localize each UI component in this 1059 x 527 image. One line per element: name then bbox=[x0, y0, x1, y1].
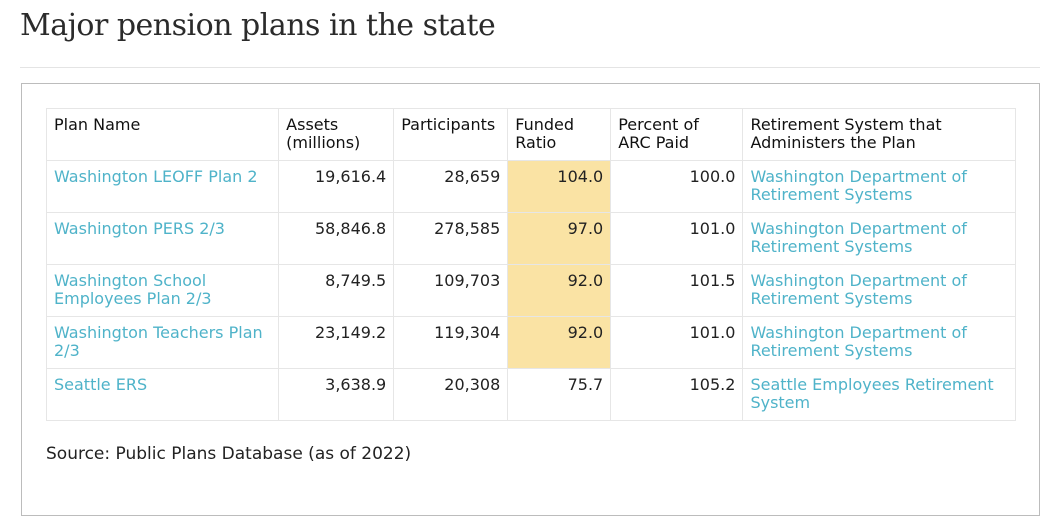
funded-ratio-cell: 75.7 bbox=[507, 368, 612, 421]
arc-paid-cell: 100.0 bbox=[610, 160, 744, 213]
retirement-system-link[interactable]: Seattle Employees Retirement System bbox=[742, 368, 1016, 421]
plan-name-link[interactable]: Washington Teachers Plan 2/3 bbox=[45, 316, 280, 369]
table-row: Washington Teachers Plan 2/3 23,149.2 11… bbox=[45, 316, 1016, 369]
table-header-row: Plan Name Assets (millions) Participants … bbox=[45, 108, 1016, 161]
retirement-system-link[interactable]: Washington Department of Retirement Syst… bbox=[742, 160, 1016, 213]
plan-name-link[interactable]: Washington School Employees Plan 2/3 bbox=[45, 264, 280, 317]
participants-cell: 20,308 bbox=[393, 368, 509, 421]
arc-paid-cell: 101.0 bbox=[610, 212, 744, 265]
plan-name-link[interactable]: Washington PERS 2/3 bbox=[45, 212, 280, 265]
header-funded-ratio: Funded Ratio bbox=[507, 108, 612, 161]
header-retirement-system: Retirement System that Administers the Pl… bbox=[742, 108, 1016, 161]
page-title: Major pension plans in the state bbox=[20, 8, 496, 43]
participants-cell: 28,659 bbox=[393, 160, 509, 213]
title-divider bbox=[20, 67, 1040, 68]
participants-cell: 278,585 bbox=[393, 212, 509, 265]
assets-cell: 58,846.8 bbox=[278, 212, 395, 265]
assets-cell: 8,749.5 bbox=[278, 264, 395, 317]
header-participants: Participants bbox=[393, 108, 509, 161]
retirement-system-link[interactable]: Washington Department of Retirement Syst… bbox=[742, 264, 1016, 317]
table-row: Seattle ERS 3,638.9 20,308 75.7 105.2 Se… bbox=[45, 368, 1016, 421]
table-row: Washington PERS 2/3 58,846.8 278,585 97.… bbox=[45, 212, 1016, 265]
plan-name-link[interactable]: Washington LEOFF Plan 2 bbox=[45, 160, 280, 213]
funded-ratio-cell: 92.0 bbox=[507, 316, 612, 369]
participants-cell: 119,304 bbox=[393, 316, 509, 369]
funded-ratio-cell: 97.0 bbox=[507, 212, 612, 265]
arc-paid-cell: 101.5 bbox=[610, 264, 744, 317]
header-plan-name: Plan Name bbox=[45, 108, 280, 161]
arc-paid-cell: 105.2 bbox=[610, 368, 744, 421]
participants-cell: 109,703 bbox=[393, 264, 509, 317]
source-note: Source: Public Plans Database (as of 202… bbox=[46, 444, 412, 464]
assets-cell: 3,638.9 bbox=[278, 368, 395, 421]
header-assets: Assets (millions) bbox=[278, 108, 395, 161]
header-arc-paid: Percent of ARC Paid bbox=[610, 108, 744, 161]
assets-cell: 23,149.2 bbox=[278, 316, 395, 369]
plan-name-link[interactable]: Seattle ERS bbox=[45, 368, 280, 421]
table-row: Washington School Employees Plan 2/3 8,7… bbox=[45, 264, 1016, 317]
assets-cell: 19,616.4 bbox=[278, 160, 395, 213]
table-panel: Plan Name Assets (millions) Participants … bbox=[21, 83, 1040, 516]
retirement-system-link[interactable]: Washington Department of Retirement Syst… bbox=[742, 212, 1016, 265]
pension-plans-table: Plan Name Assets (millions) Participants … bbox=[45, 108, 1016, 421]
arc-paid-cell: 101.0 bbox=[610, 316, 744, 369]
funded-ratio-cell: 104.0 bbox=[507, 160, 612, 213]
funded-ratio-cell: 92.0 bbox=[507, 264, 612, 317]
retirement-system-link[interactable]: Washington Department of Retirement Syst… bbox=[742, 316, 1016, 369]
table-row: Washington LEOFF Plan 2 19,616.4 28,659 … bbox=[45, 160, 1016, 213]
